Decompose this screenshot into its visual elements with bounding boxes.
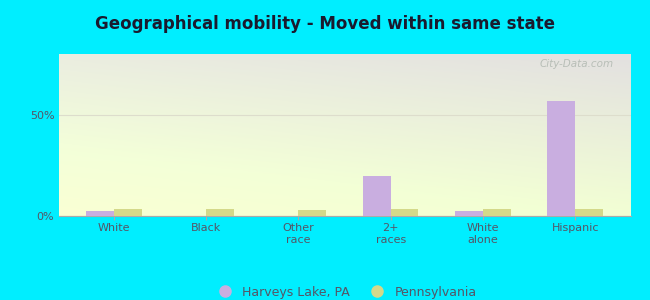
Bar: [483, 209, 510, 216]
Legend: Harveys Lake, PA, Pennsylvania: Harveys Lake, PA, Pennsylvania: [207, 281, 482, 300]
Bar: [455, 211, 483, 216]
Bar: [575, 209, 603, 216]
Text: City-Data.com: City-Data.com: [540, 59, 614, 69]
Bar: [547, 100, 575, 216]
Text: Geographical mobility - Moved within same state: Geographical mobility - Moved within sam…: [95, 15, 555, 33]
Bar: [206, 209, 234, 216]
Bar: [391, 209, 419, 216]
Bar: [114, 209, 142, 216]
Bar: [86, 211, 114, 216]
Bar: [298, 210, 326, 216]
Bar: [363, 176, 391, 216]
